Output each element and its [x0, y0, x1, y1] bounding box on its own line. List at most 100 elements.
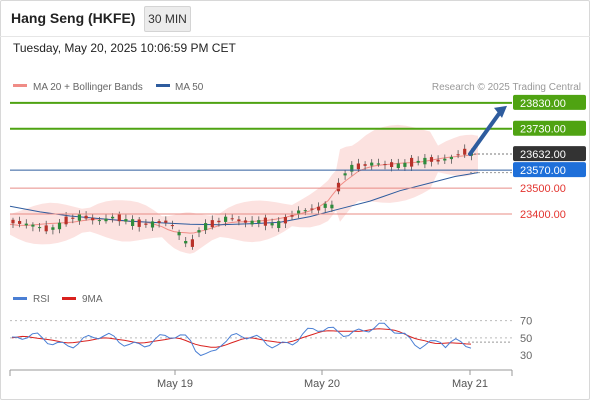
- candle-body: [64, 216, 68, 225]
- candle-body: [44, 225, 48, 232]
- ma9-legend-swatch: [62, 297, 76, 300]
- resistance-label-box: [513, 94, 586, 110]
- candle-body: [243, 220, 248, 223]
- candle-body: [124, 219, 128, 222]
- candle-body: [144, 223, 148, 225]
- candle-body: [250, 220, 254, 225]
- candle-body: [77, 213, 81, 221]
- pivot-level-label: 23570.00: [520, 165, 566, 177]
- projection-arrow: [468, 105, 507, 157]
- header-bar: Hang Seng (HKFE) 30 MIN: [0, 0, 590, 37]
- timeframe-button[interactable]: 30 MIN: [144, 6, 191, 32]
- candle-body: [51, 227, 55, 230]
- candle-body: [210, 220, 214, 228]
- candle-body: [31, 224, 35, 227]
- candle-body: [131, 219, 135, 226]
- candle-body: [310, 208, 314, 210]
- rsi-line: [11, 322, 472, 357]
- candle-body: [463, 148, 467, 155]
- candle-body: [257, 220, 261, 224]
- support-level-label: 23500.00: [520, 183, 566, 195]
- candle-body: [137, 219, 141, 227]
- legend-label-bollinger: MA 20 + Bollinger Bands: [33, 82, 143, 93]
- candle-body: [416, 160, 420, 163]
- candle-body: [111, 216, 115, 219]
- rsi-legend-swatch: [13, 297, 27, 300]
- candle-body: [204, 223, 208, 231]
- candle-body: [363, 164, 367, 166]
- candle-body: [18, 221, 22, 224]
- candle-body: [343, 173, 347, 176]
- candle-body: [230, 218, 234, 220]
- rsi-level-label: 70: [520, 316, 532, 328]
- resistance-label-box: [513, 120, 586, 136]
- candle-body: [443, 158, 447, 161]
- candle-body: [184, 241, 188, 244]
- support-level-label: 23400.00: [520, 209, 566, 221]
- rsi-panel: 70 50 30: [10, 316, 532, 362]
- source-credit: Research © 2025 Trading Central: [432, 82, 581, 93]
- candle-body: [290, 215, 294, 217]
- candle-body: [317, 206, 321, 211]
- last-price-label-box: [513, 146, 586, 162]
- candle-body: [237, 219, 241, 222]
- x-axis: May 19 May 20 May 21: [9, 369, 513, 390]
- chart-legend: MA 20 + Bollinger Bands MA 50 Research ©…: [13, 82, 581, 93]
- candle-body: [383, 164, 387, 166]
- candle-body: [277, 221, 281, 228]
- candle-body: [97, 220, 101, 222]
- resistance-level-label: 23830.00: [520, 98, 566, 110]
- instrument-title: Hang Seng (HKFE): [11, 10, 136, 26]
- legend-swatch-bollinger: [13, 84, 27, 87]
- rsi-legend: RSI 9MA: [13, 294, 103, 305]
- candle-body: [197, 230, 201, 233]
- candle-body: [403, 162, 407, 167]
- candle-body: [84, 215, 88, 219]
- candle-body: [71, 217, 75, 219]
- ma9-legend-label: 9MA: [82, 294, 103, 305]
- level-lines: 23830.00 23730.00 23632.00 23570.00 23500.00…: [10, 94, 586, 221]
- candle-body: [410, 157, 414, 167]
- candle-body: [456, 154, 460, 156]
- candle-body: [177, 232, 181, 236]
- candle-body: [283, 217, 287, 224]
- candle-body: [303, 210, 307, 212]
- candle-body: [376, 163, 380, 165]
- candle-body: [263, 217, 267, 226]
- candle-body: [323, 203, 327, 208]
- candle-body: [396, 163, 400, 168]
- candle-body: [170, 225, 174, 227]
- candle-body: [91, 217, 95, 221]
- last-price-level-label: 23632.00: [520, 149, 566, 161]
- candle-body: [104, 218, 108, 222]
- candle-body: [224, 216, 228, 222]
- timestamp: Tuesday, May 20, 2025 10:06:59 PM CET: [13, 41, 236, 55]
- legend-swatch-ma50: [156, 84, 170, 87]
- candle-body: [190, 239, 194, 247]
- rsi-ma9-line: [11, 328, 472, 348]
- x-tick-label: May 20: [304, 378, 340, 390]
- resistance-level-label: 23730.00: [520, 124, 566, 136]
- candle-body: [390, 162, 394, 167]
- rsi-level-label: 30: [520, 350, 532, 362]
- candle-body: [449, 156, 453, 160]
- bollinger-band: [10, 124, 478, 254]
- price-area: [9, 124, 479, 254]
- candle-body: [423, 157, 427, 165]
- candle-body: [117, 214, 121, 222]
- candle-body: [24, 223, 28, 226]
- pivot-label-box: [513, 162, 586, 178]
- candle-body: [57, 222, 62, 230]
- candle-body: [150, 221, 155, 228]
- candle-body: [164, 220, 168, 223]
- candle-body: [429, 157, 434, 162]
- rsi-level-label: 50: [520, 333, 532, 345]
- candle-body: [370, 162, 374, 166]
- candle-body: [217, 220, 221, 223]
- candle-body: [11, 219, 15, 224]
- candle-body: [330, 204, 334, 209]
- candle-body: [436, 159, 440, 162]
- rsi-legend-label: RSI: [33, 294, 50, 305]
- projection-arrow-shaft: [468, 108, 503, 157]
